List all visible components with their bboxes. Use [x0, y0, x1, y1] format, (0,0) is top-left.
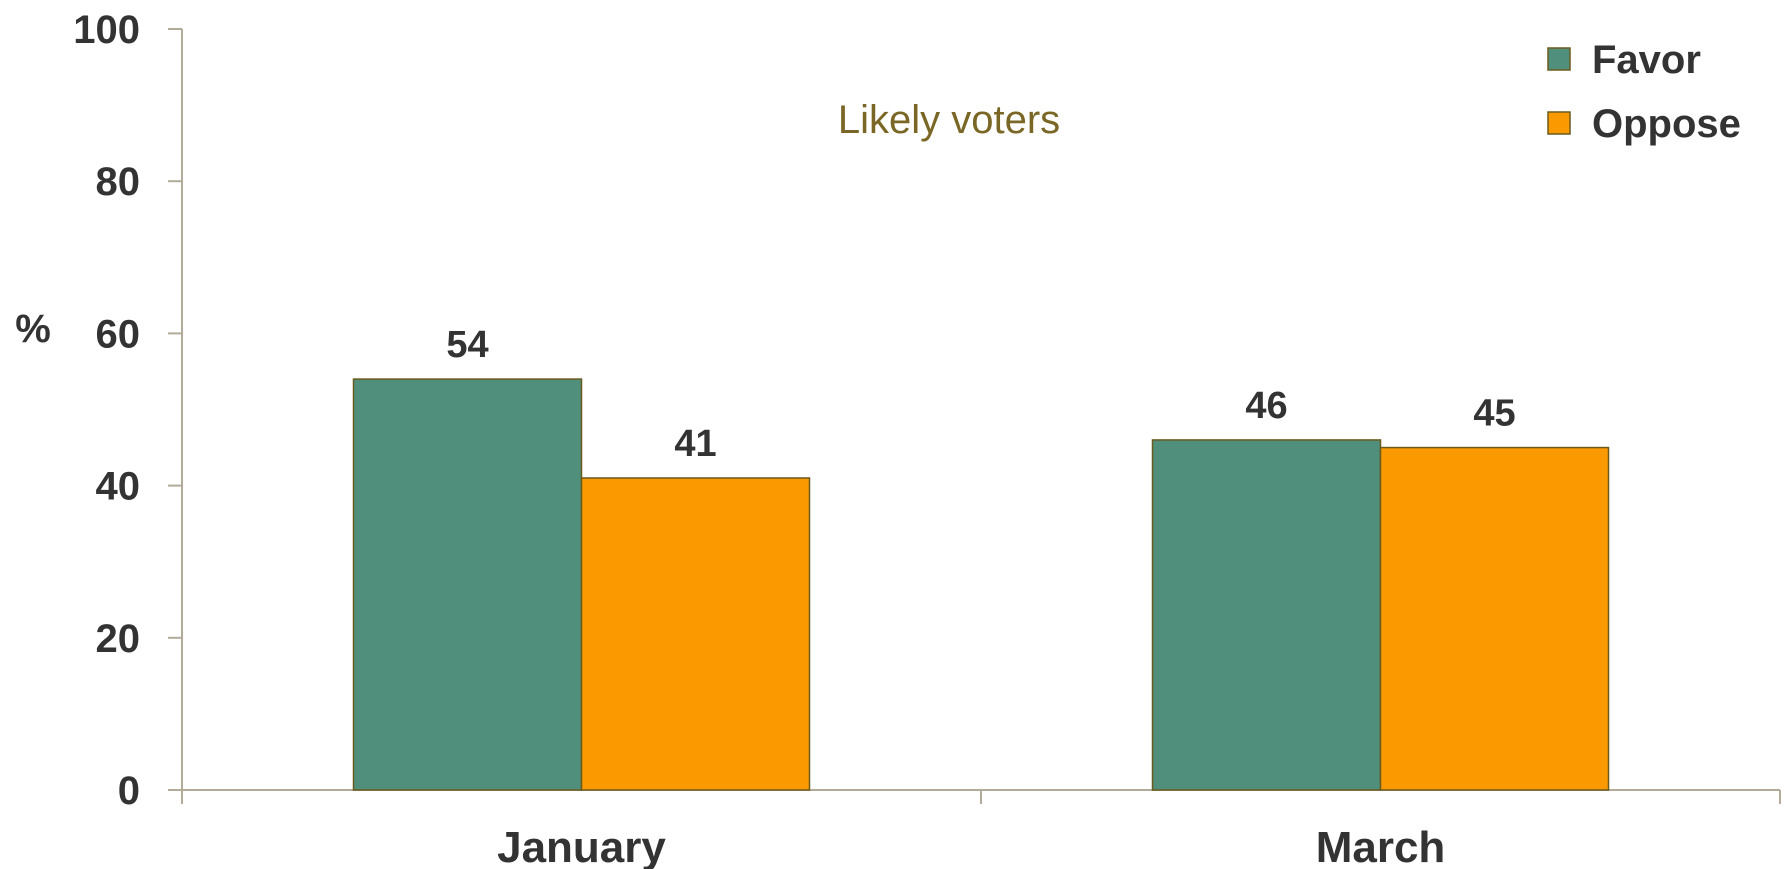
y-tick-label: 20	[96, 617, 141, 661]
chart-legend: Favor Oppose	[1547, 38, 1741, 146]
y-tick-label: 60	[96, 312, 141, 356]
chart-subtitle: Likely voters	[838, 98, 1060, 142]
x-category-label: March	[1316, 823, 1446, 869]
chart-labels: 54 41 January 46 45 March	[446, 324, 1515, 869]
data-label: 45	[1473, 393, 1515, 435]
y-tick-label: 0	[118, 769, 140, 813]
data-label: 41	[674, 423, 716, 465]
chart-bars	[352, 378, 1610, 791]
bar-oppose-january	[580, 477, 811, 791]
legend-swatch-favor	[1547, 47, 1571, 71]
y-tick-label: 80	[96, 160, 141, 204]
y-tick-label: 100	[73, 8, 140, 52]
legend-swatch-oppose	[1547, 111, 1571, 135]
data-label: 46	[1245, 385, 1287, 427]
bar-favor-january	[352, 378, 583, 791]
legend-label-oppose: Oppose	[1592, 102, 1741, 146]
bar-oppose-march	[1379, 446, 1610, 791]
y-axis-label: %	[15, 307, 51, 351]
x-category-label: January	[497, 823, 666, 869]
data-label: 54	[446, 324, 488, 366]
bar-favor-march	[1151, 439, 1382, 791]
y-tick-label: 40	[96, 465, 141, 509]
legend-label-favor: Favor	[1592, 38, 1701, 82]
